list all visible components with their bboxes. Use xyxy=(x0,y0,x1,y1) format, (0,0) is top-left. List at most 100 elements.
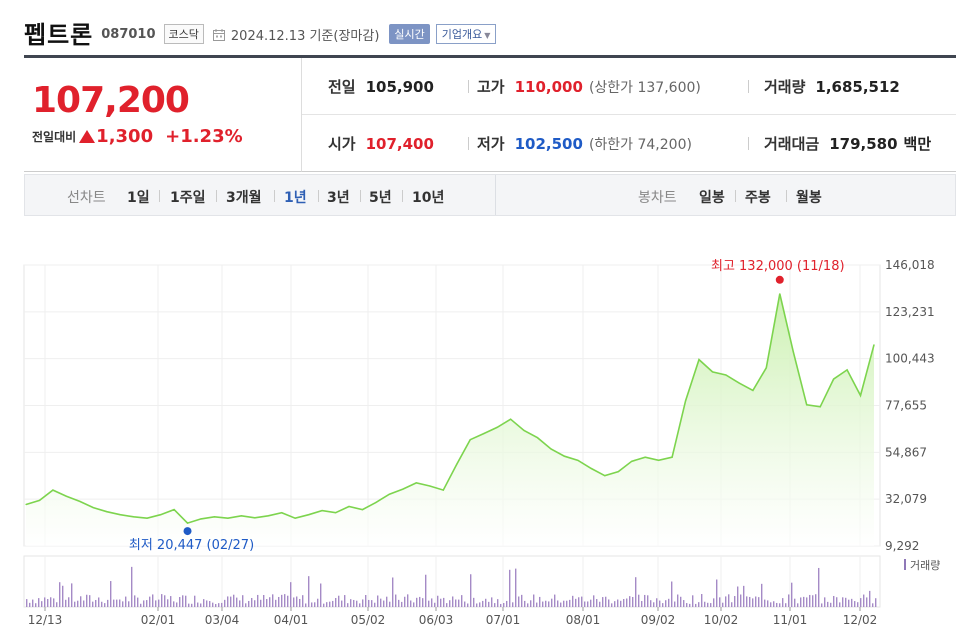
volume-bar xyxy=(584,601,586,607)
change-row: 전일대비 1,300 +1.23% xyxy=(32,126,243,147)
volume-bar xyxy=(245,603,247,607)
volume-bar xyxy=(680,596,682,607)
volume-bar xyxy=(428,600,430,607)
volume-bar xyxy=(509,569,511,607)
stat-amount: 거래대금 179,580 백만 xyxy=(764,133,931,154)
period-1y[interactable]: 1년 xyxy=(284,190,307,206)
volume-bar xyxy=(212,602,214,607)
volume-bar xyxy=(776,602,778,607)
candle-monthly[interactable]: 월봉 xyxy=(796,190,822,206)
candle-weekly[interactable]: 주봉 xyxy=(745,190,771,206)
volume-bar xyxy=(152,594,154,607)
period-5y[interactable]: 5년 xyxy=(369,190,392,206)
price-point xyxy=(213,516,215,518)
min-marker xyxy=(183,527,192,536)
volume-bar xyxy=(122,601,124,607)
price-point xyxy=(92,507,94,509)
period-1w[interactable]: 1주일 xyxy=(170,190,206,206)
company-overview-label: 기업개요 xyxy=(441,28,483,41)
volume-bar xyxy=(632,596,634,607)
volume-bar xyxy=(539,596,541,607)
volume-bar xyxy=(686,603,688,607)
volume-bar xyxy=(164,595,166,607)
stat-value: 107,400 xyxy=(365,135,434,153)
separator xyxy=(402,190,403,202)
price-point xyxy=(456,463,458,465)
volume-bar xyxy=(287,595,289,607)
volume-bar xyxy=(224,599,226,607)
volume-bar xyxy=(701,594,703,607)
company-overview-button[interactable]: 기업개요 ▼ xyxy=(435,24,497,44)
volume-bar xyxy=(269,597,271,607)
period-3m[interactable]: 3개월 xyxy=(226,190,262,206)
price-point xyxy=(173,509,175,511)
volume-bar xyxy=(851,598,853,607)
volume-bar xyxy=(731,602,733,607)
dropdown-arrow-icon: ▼ xyxy=(484,31,491,40)
volume-bar xyxy=(368,599,370,607)
volume-bar xyxy=(473,597,475,607)
volume-bar xyxy=(530,600,532,607)
volume-bar xyxy=(203,599,205,607)
volume-bar xyxy=(845,597,847,607)
volume-bar xyxy=(182,595,184,607)
volume-legend-label: 거래량 xyxy=(910,559,940,572)
volume-bar xyxy=(242,595,244,607)
volume-bar xyxy=(206,600,208,607)
price-point xyxy=(563,455,566,457)
price-point xyxy=(186,522,189,524)
volume-bar xyxy=(638,594,640,607)
market-badge: 코스닥 xyxy=(163,24,204,44)
volume-bar xyxy=(227,596,229,607)
volume-bar xyxy=(449,600,451,607)
price-point xyxy=(577,459,579,461)
volume-bar xyxy=(557,600,559,607)
volume-bar xyxy=(350,599,352,607)
candle-daily[interactable]: 일봉 xyxy=(699,190,725,206)
period-3y[interactable]: 3년 xyxy=(327,190,350,206)
price-point xyxy=(792,350,794,352)
volume-bar xyxy=(254,600,256,607)
price-point xyxy=(604,475,606,477)
volume-bar xyxy=(752,598,754,607)
volume-bar xyxy=(137,597,139,607)
volume-bar xyxy=(71,583,73,607)
y-tick-label: 100,443 xyxy=(885,352,935,366)
volume-bar xyxy=(317,598,319,607)
stock-code: 087010 xyxy=(101,26,156,42)
period-10y[interactable]: 10년 xyxy=(412,190,445,206)
candle-chart-label: 봉차트 xyxy=(638,190,677,206)
volume-bar xyxy=(161,594,163,607)
volume-bar xyxy=(443,597,445,607)
price-point xyxy=(510,418,512,420)
volume-bar xyxy=(362,599,364,607)
stats-row: 전일 105,900 고가 110,000 (상한가 137,600) 거래량 … xyxy=(302,58,956,115)
price-point xyxy=(644,456,646,458)
price-point xyxy=(671,456,673,458)
volume-bar xyxy=(431,598,433,607)
volume-bar xyxy=(155,600,157,607)
price-point xyxy=(685,400,687,402)
period-1d[interactable]: 1일 xyxy=(127,190,150,206)
volume-bar xyxy=(536,602,538,607)
volume-bar xyxy=(311,602,313,607)
volume-bar xyxy=(326,602,328,607)
volume-bar xyxy=(140,603,142,607)
price-line xyxy=(25,293,875,525)
price-point xyxy=(483,433,485,435)
volume-bar xyxy=(797,603,799,607)
volume-bar xyxy=(707,602,709,607)
volume-bar xyxy=(386,596,388,607)
price-point xyxy=(106,511,108,513)
y-tick-label: 54,867 xyxy=(885,445,927,459)
header-divider xyxy=(24,55,956,58)
volume-bar xyxy=(278,596,280,607)
realtime-button[interactable]: 실시간 xyxy=(389,24,430,44)
price-point xyxy=(146,517,148,519)
price-point xyxy=(415,482,417,484)
stat-value: 102,500 xyxy=(514,135,583,153)
volume-bar xyxy=(344,595,346,607)
price-point xyxy=(361,509,364,511)
separator xyxy=(216,190,217,202)
price-point xyxy=(254,517,256,519)
